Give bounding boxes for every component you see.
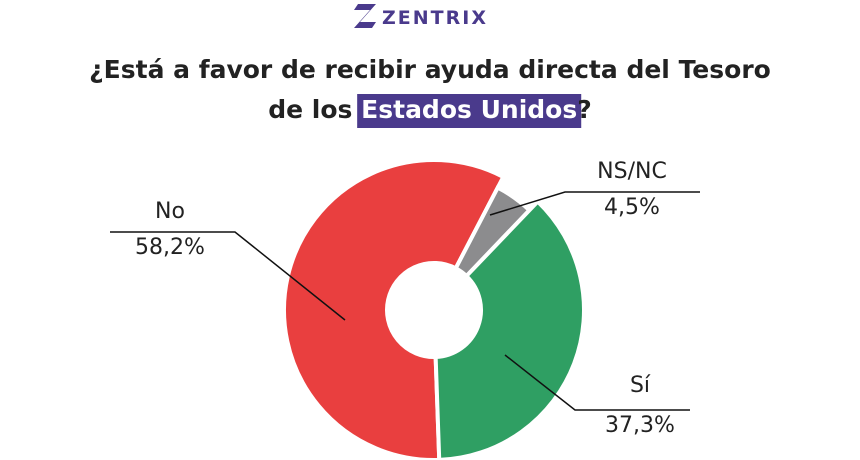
leader-line: [489, 191, 700, 216]
category-label: Sí: [630, 373, 651, 398]
value-label: 58,2%: [135, 235, 205, 260]
title-highlight-text: Estados Unidos: [361, 95, 577, 124]
category-label: NS/NC: [597, 159, 667, 184]
leader-line: [110, 231, 346, 321]
value-label: 37,3%: [605, 413, 675, 438]
donut-slice: [282, 158, 507, 460]
leader-line: [504, 354, 690, 411]
chart-title: de los Estados Unidos?: [268, 95, 591, 124]
brand: ZENTRIX: [382, 7, 488, 29]
logo: ZENTRIX: [354, 4, 488, 29]
donut-slice: [433, 198, 586, 460]
value-label: 4,5%: [604, 195, 660, 220]
title-highlight: [357, 94, 582, 128]
title-part: de los: [268, 95, 352, 124]
title-part: ?: [577, 95, 592, 124]
chart-title: ¿Está a favor de recibir ayuda directa d…: [89, 55, 771, 84]
category-label: No: [155, 199, 185, 224]
logo-icon: [354, 4, 376, 28]
